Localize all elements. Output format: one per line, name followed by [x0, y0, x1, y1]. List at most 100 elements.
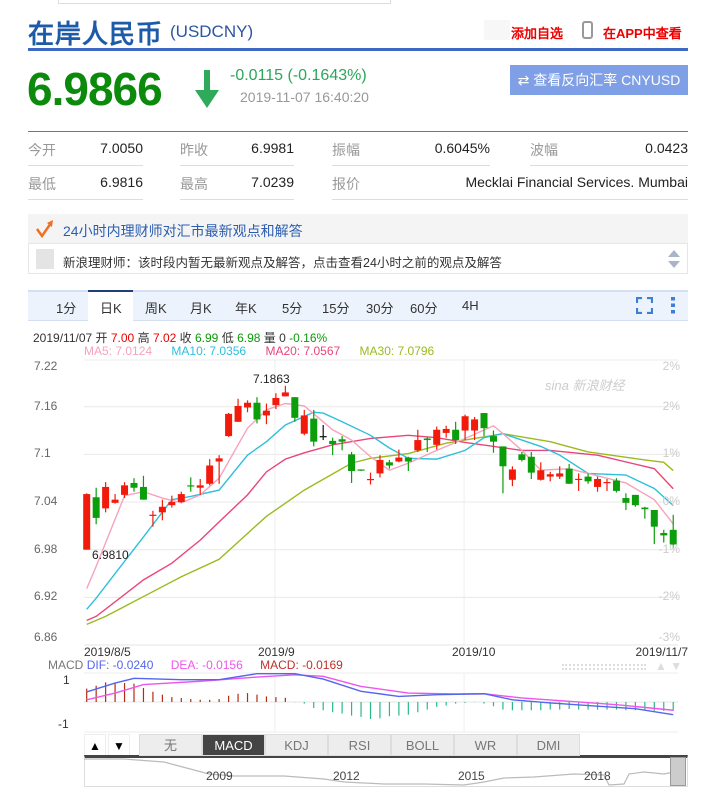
- tab-period[interactable]: 周K: [145, 301, 167, 316]
- candle-body: [234, 405, 242, 422]
- open-label: 开: [95, 331, 108, 345]
- ma-legend: MA5: 7.0124 MA10: 7.0356 MA20: 7.0567 MA…: [84, 344, 434, 358]
- tab-period[interactable]: 4H: [462, 298, 479, 313]
- more-options-icon[interactable]: [670, 296, 676, 314]
- navigator-handle[interactable]: [670, 757, 686, 786]
- x-axis-label: 2019/11/7: [635, 645, 689, 659]
- y-axis-label: 7.22: [34, 359, 58, 373]
- tab-period[interactable]: 15分: [322, 301, 350, 316]
- candle-body: [121, 485, 129, 495]
- candle-body: [253, 402, 261, 420]
- stat-value: 6.9816: [100, 174, 143, 190]
- search-box-edge: [58, 0, 391, 4]
- close-label: 收: [179, 331, 192, 345]
- ma10-line: [86, 411, 674, 610]
- advisor-message[interactable]: 新浪理财师：该时段内暂无最新观点及解答，点击查看24小时之前的观点及解答: [63, 256, 502, 270]
- navigator-sparkline: [84, 758, 675, 786]
- candle-body: [244, 402, 252, 408]
- max-price-annotation: 7.1863: [253, 372, 290, 386]
- indicator-tab[interactable]: MACD: [202, 734, 265, 756]
- open-value: 7.00: [110, 331, 135, 345]
- current-price: 6.9866: [27, 63, 163, 115]
- high-value: 7.02: [152, 331, 177, 345]
- ma30-line: [86, 432, 674, 626]
- fullscreen-icon[interactable]: [636, 297, 653, 314]
- candle-body: [480, 413, 488, 429]
- indicator-tab[interactable]: WR: [454, 734, 517, 756]
- add-watchlist-button[interactable]: 添加自选: [511, 26, 564, 41]
- tab-period[interactable]: 60分: [410, 301, 438, 316]
- candle-body: [404, 457, 412, 462]
- stat-label: 振幅: [332, 142, 360, 158]
- stat-value: Mecklai Financial Services. Mumbai: [465, 174, 688, 190]
- info-date: 2019/11/07: [33, 331, 93, 345]
- y-axis-label: 7.16: [34, 398, 58, 413]
- stat-divider: [332, 165, 490, 166]
- candle-body: [300, 415, 308, 434]
- candle-body: [575, 478, 583, 481]
- ma20-line: [86, 434, 674, 622]
- tab-period[interactable]: 5分: [282, 301, 303, 316]
- time-navigator[interactable]: [84, 755, 688, 787]
- tab-period[interactable]: 月K: [190, 301, 212, 316]
- candle-body: [310, 418, 318, 442]
- pct-axis-label: 2%: [662, 398, 680, 413]
- view-in-app-link[interactable]: 在APP中查看: [603, 26, 682, 41]
- pct-axis-label: 2%: [662, 359, 680, 373]
- candle-body: [215, 458, 223, 462]
- candle-body: [594, 478, 602, 487]
- add-watchlist-icon[interactable]: [484, 20, 510, 40]
- tab-period[interactable]: 日K: [100, 301, 122, 316]
- reverse-rate-button[interactable]: ⇄ 查看反向汇率 CNYUSD: [510, 65, 688, 95]
- advisor-section-title[interactable]: 24小时内理财师对汇市最新观点和解答: [63, 223, 303, 239]
- stat-label: 昨收: [180, 142, 208, 158]
- candle-body: [206, 465, 214, 484]
- candle-body: [385, 462, 393, 466]
- y-axis-label: 7.1: [34, 446, 51, 461]
- candle-body: [584, 476, 592, 482]
- indicator-up-button[interactable]: ▲: [84, 734, 106, 756]
- tab-period[interactable]: 1分: [56, 301, 77, 316]
- y-axis-label: 6.98: [34, 541, 58, 556]
- indicator-tab[interactable]: RSI: [328, 734, 391, 756]
- indicator-tab[interactable]: DMI: [517, 734, 580, 756]
- tab-period[interactable]: 30分: [366, 301, 394, 316]
- candle-body: [556, 473, 564, 477]
- dif-line: [86, 672, 674, 716]
- advisor-section-header: [28, 214, 688, 243]
- indicator-tab[interactable]: KDJ: [265, 734, 328, 756]
- panel-resize-arrows-icon[interactable]: ▲ ▼: [655, 659, 683, 673]
- stat-label: 最低: [28, 176, 56, 192]
- advisor-message-row[interactable]: [28, 243, 688, 274]
- high-label: 高: [137, 331, 150, 345]
- ma5-label: MA5: 7.0124: [84, 344, 153, 358]
- scroll-arrows-icon[interactable]: [667, 248, 681, 270]
- candle-body: [272, 397, 280, 406]
- indicator-tab[interactable]: BOLL: [391, 734, 454, 756]
- candle-body: [262, 410, 270, 416]
- stat-label: 波幅: [530, 142, 558, 158]
- indicator-drag-handle[interactable]: [562, 664, 646, 670]
- indicator-down-button[interactable]: ▼: [108, 734, 130, 756]
- candle-body: [489, 436, 497, 442]
- candle-body: [395, 457, 403, 462]
- candle-body: [518, 454, 526, 460]
- candle-body: [631, 494, 639, 506]
- candle-body: [291, 397, 299, 418]
- y-axis-label: 6.86: [34, 630, 58, 644]
- pct-axis-label: -2%: [658, 589, 680, 604]
- indicator-tab[interactable]: 无: [139, 734, 202, 756]
- candle-body: [499, 446, 507, 467]
- tab-period[interactable]: 年K: [235, 301, 257, 316]
- stat-value: 7.0050: [100, 140, 143, 156]
- trend-up-icon: [35, 220, 53, 239]
- stat-value: 6.9981: [251, 140, 294, 156]
- candle-body: [149, 514, 157, 516]
- navigator-year-label: 2018: [584, 769, 611, 783]
- candle-body: [537, 470, 545, 480]
- avatar: [36, 249, 54, 269]
- header-divider: [28, 48, 688, 51]
- candle-body: [471, 419, 479, 431]
- candle-body: [225, 413, 233, 437]
